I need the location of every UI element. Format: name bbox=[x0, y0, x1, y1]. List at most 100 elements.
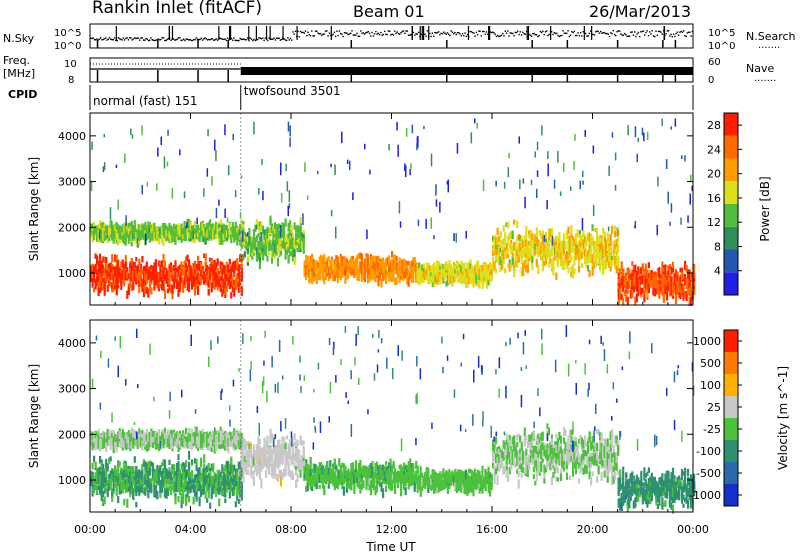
power-cell bbox=[602, 265, 605, 274]
power-cell bbox=[570, 247, 573, 254]
power-cell bbox=[372, 261, 376, 270]
power-cell bbox=[440, 268, 443, 273]
nave-tick-hi: 60 bbox=[708, 57, 721, 68]
power-cell bbox=[207, 289, 210, 296]
power-cell bbox=[210, 233, 213, 240]
velocity-cell bbox=[105, 476, 108, 483]
power-cell bbox=[336, 256, 339, 263]
power-cell bbox=[306, 258, 309, 266]
power-cell bbox=[185, 229, 188, 238]
power-cell bbox=[369, 270, 373, 281]
power-cell bbox=[185, 273, 188, 281]
power-cell bbox=[403, 258, 406, 265]
power-cell bbox=[605, 245, 608, 253]
power-cell bbox=[302, 232, 305, 241]
power-cell bbox=[435, 199, 438, 207]
nsky-point bbox=[465, 35, 467, 38]
power-cell bbox=[646, 131, 649, 141]
power-cell bbox=[562, 263, 566, 271]
nsky-point bbox=[524, 33, 527, 35]
power-cell bbox=[156, 271, 159, 279]
nsky-point bbox=[566, 32, 568, 35]
power-cell bbox=[90, 180, 93, 192]
power-cell bbox=[514, 247, 517, 257]
power-cell bbox=[626, 281, 629, 289]
nsky-point bbox=[360, 30, 362, 32]
power-cell bbox=[359, 261, 362, 271]
power-cell bbox=[508, 243, 511, 250]
power-cell bbox=[525, 229, 528, 236]
velocity-cell bbox=[157, 469, 160, 478]
power-cell bbox=[338, 263, 341, 272]
velocity-cell bbox=[112, 477, 115, 487]
power-cell bbox=[440, 263, 443, 273]
nsky-point bbox=[469, 30, 471, 33]
nsky-point bbox=[458, 32, 460, 34]
power-cell bbox=[233, 263, 236, 268]
power-cell bbox=[647, 283, 650, 291]
nsky-point bbox=[304, 30, 307, 32]
power-cell bbox=[258, 188, 260, 195]
power-cell bbox=[496, 255, 499, 263]
nsky-point bbox=[434, 31, 436, 34]
power-cell bbox=[513, 242, 516, 251]
power-cell bbox=[537, 239, 540, 247]
power-cell bbox=[218, 278, 221, 288]
power-cell bbox=[680, 217, 682, 225]
power-cell bbox=[255, 222, 258, 230]
power-cell bbox=[503, 181, 506, 189]
power-cell bbox=[209, 270, 212, 280]
nsky-point bbox=[424, 33, 426, 35]
power-cell bbox=[216, 268, 219, 277]
power-cell bbox=[522, 178, 525, 184]
nsky-point bbox=[605, 33, 607, 35]
power-cell bbox=[550, 246, 553, 255]
nsky-point bbox=[541, 31, 543, 34]
power-cell bbox=[194, 262, 197, 269]
nsky-point bbox=[533, 32, 535, 35]
velocity-cell bbox=[100, 471, 103, 480]
date-title: 26/Mar/2013 bbox=[589, 2, 691, 21]
nsky-point bbox=[91, 37, 93, 40]
power-cell bbox=[106, 264, 109, 269]
nsky-point bbox=[224, 38, 226, 40]
power-cell bbox=[388, 258, 391, 266]
power-cell bbox=[321, 256, 324, 262]
power-cell bbox=[484, 275, 487, 282]
power-cell bbox=[127, 283, 130, 288]
nsky-point bbox=[412, 31, 415, 34]
nsky-point bbox=[672, 33, 675, 35]
power-cell bbox=[525, 240, 528, 247]
power-cell bbox=[108, 275, 111, 282]
nsky-point bbox=[626, 35, 628, 37]
power-cell bbox=[656, 268, 659, 273]
power-cell bbox=[501, 246, 504, 254]
power-cell bbox=[609, 241, 612, 247]
power-cell bbox=[148, 284, 151, 292]
power-cell bbox=[209, 263, 212, 268]
power-cell bbox=[160, 136, 162, 146]
power-cell bbox=[224, 124, 226, 136]
power-cell bbox=[204, 264, 207, 269]
nsky-point bbox=[552, 33, 554, 36]
nsky-point bbox=[226, 37, 229, 39]
nsky-tick-lo: 10^0 bbox=[54, 41, 81, 52]
power-cell bbox=[603, 250, 606, 257]
nsky-point bbox=[429, 32, 431, 35]
power-cell bbox=[492, 257, 495, 268]
power-cell bbox=[147, 291, 150, 298]
power-cell bbox=[561, 257, 564, 264]
power-cell bbox=[174, 260, 177, 270]
power-cell bbox=[218, 228, 221, 234]
power-cell bbox=[644, 263, 647, 273]
power-cell bbox=[608, 256, 611, 262]
power-cell bbox=[178, 271, 182, 279]
velocity-cell bbox=[165, 489, 168, 498]
power-cell bbox=[147, 221, 150, 231]
power-cell bbox=[192, 282, 195, 288]
power-cell bbox=[658, 267, 661, 276]
power-cell bbox=[688, 296, 691, 306]
power-cell bbox=[228, 283, 231, 290]
power-cell bbox=[335, 226, 337, 239]
power-cell bbox=[312, 269, 315, 278]
